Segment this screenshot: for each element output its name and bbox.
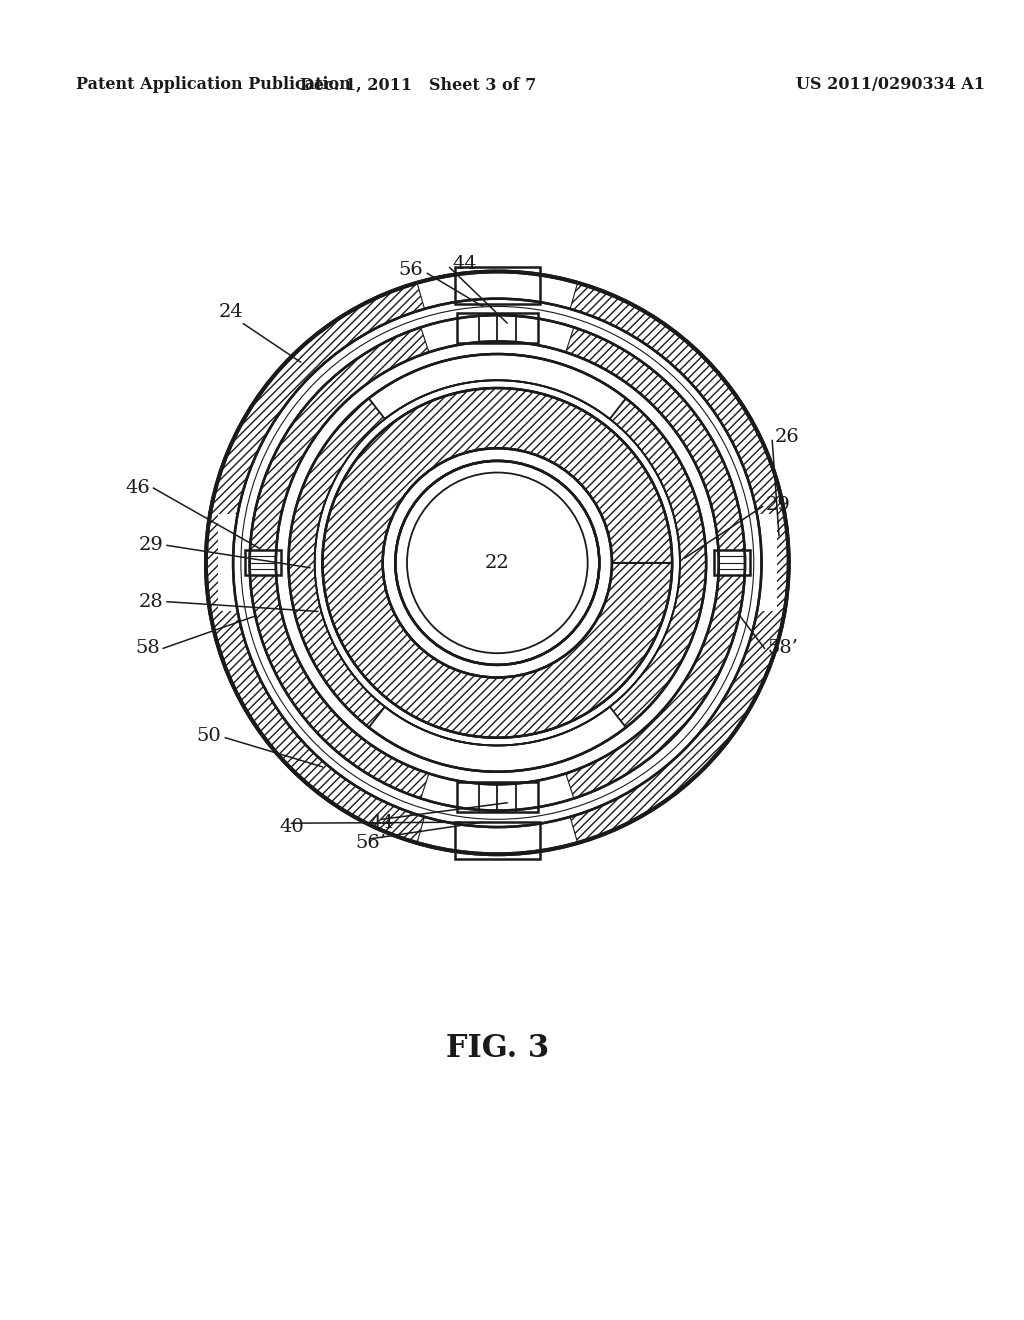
- Text: 50: 50: [197, 727, 221, 744]
- Text: 44: 44: [453, 255, 477, 273]
- Text: 28: 28: [138, 593, 163, 611]
- Circle shape: [395, 461, 599, 665]
- Text: 26: 26: [775, 428, 800, 446]
- Bar: [745, 515, 777, 611]
- Text: 24: 24: [219, 304, 244, 321]
- Text: 29: 29: [765, 495, 791, 513]
- Text: Dec. 1, 2011   Sheet 3 of 7: Dec. 1, 2011 Sheet 3 of 7: [300, 77, 536, 94]
- Polygon shape: [206, 282, 425, 843]
- Text: 46: 46: [126, 479, 151, 498]
- Text: 29: 29: [138, 536, 163, 554]
- Bar: [457, 783, 539, 813]
- Polygon shape: [323, 388, 672, 738]
- Polygon shape: [250, 327, 429, 799]
- Polygon shape: [369, 354, 626, 418]
- Bar: [455, 822, 540, 859]
- Bar: [714, 550, 750, 576]
- Text: 22: 22: [485, 554, 510, 572]
- Polygon shape: [565, 327, 745, 799]
- Polygon shape: [289, 399, 385, 727]
- Bar: [217, 515, 249, 611]
- Text: 58’: 58’: [767, 639, 799, 657]
- Text: 58: 58: [135, 639, 161, 657]
- Bar: [455, 267, 540, 304]
- Polygon shape: [609, 399, 707, 727]
- Text: 56’: 56’: [355, 834, 386, 851]
- Polygon shape: [570, 282, 788, 843]
- Text: 56: 56: [398, 260, 424, 279]
- Text: 44: 44: [370, 814, 394, 832]
- Text: Patent Application Publication: Patent Application Publication: [76, 77, 350, 94]
- Circle shape: [201, 267, 794, 859]
- Bar: [245, 550, 281, 576]
- Text: US 2011/0290334 A1: US 2011/0290334 A1: [797, 77, 985, 94]
- Bar: [457, 313, 539, 343]
- Polygon shape: [369, 706, 626, 772]
- Text: 40: 40: [279, 818, 304, 836]
- Text: FIG. 3: FIG. 3: [445, 1034, 549, 1064]
